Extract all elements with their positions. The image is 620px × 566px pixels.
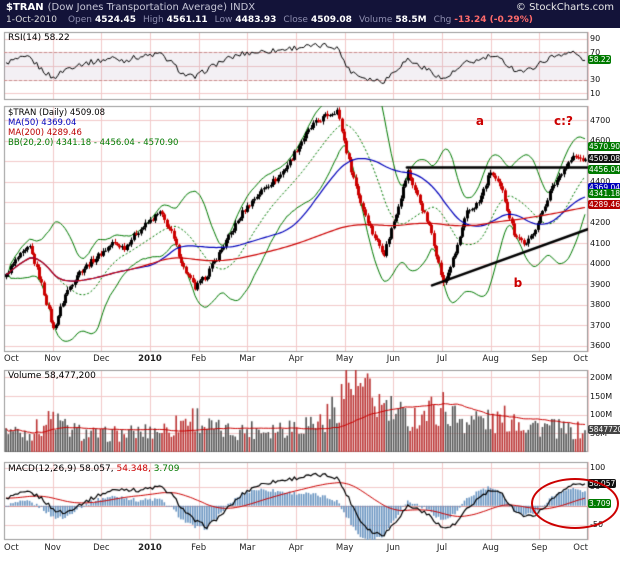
quote-row: 1-Oct-2010 Open 4524.45 High 4561.11 Low 4483.…	[6, 15, 614, 25]
low-value: 4483.93	[235, 15, 277, 25]
axis-badge: 58.22	[588, 55, 612, 65]
axis-tick: 70	[590, 47, 601, 57]
month-label: Jun	[386, 543, 400, 553]
macd-legend: MACD(12,26,9) 58.057, 54.348, 3.709	[8, 464, 179, 474]
month-label: Oct	[4, 354, 19, 364]
month-label: Feb	[191, 543, 207, 553]
month-label: Nov	[44, 354, 61, 364]
month-label: Mar	[239, 543, 256, 553]
price-legend-bb: BB(20,2.0) 4341.18 - 4456.04 - 4570.90	[8, 138, 179, 148]
axis-tick: 3600	[590, 341, 611, 351]
chart-header: $TRAN (Dow Jones Transportation Average) …	[0, 0, 620, 28]
high-label: High	[142, 15, 164, 25]
macd-legend-label: MACD(12,26,9)	[8, 464, 77, 474]
month-label: Aug	[482, 543, 499, 553]
month-label: Jul	[436, 354, 448, 364]
quote-date: 1-Oct-2010	[6, 15, 57, 25]
axis-badge: 4369.04	[588, 183, 620, 193]
copyright: © StockCharts.com	[515, 2, 614, 13]
month-label: Apr	[288, 354, 304, 364]
price-legend-ma50: MA(50) 4369.04	[8, 118, 77, 128]
axis-badge: 4341.18	[588, 188, 620, 198]
month-label: May	[335, 543, 354, 553]
month-label: Sep	[531, 543, 548, 553]
volume-label: Volume	[358, 15, 393, 25]
high-value: 4561.11	[166, 15, 208, 25]
open-value: 4524.45	[94, 15, 136, 25]
axis-badge: 58477200	[588, 425, 620, 435]
axis-tick: 3700	[590, 320, 611, 330]
volume-legend: Volume 58,477,200	[8, 371, 96, 381]
chg-value: -13.24 (-0.29%)	[454, 15, 533, 25]
axis-badge: 4570.90	[588, 141, 620, 151]
annotation-ellipse	[531, 478, 619, 529]
month-label: Oct	[573, 354, 588, 364]
close-label: Close	[283, 15, 308, 25]
axis-tick: 4100	[590, 238, 611, 248]
open-label: Open	[67, 15, 92, 25]
month-label: 2010	[138, 543, 162, 553]
month-label: Dec	[93, 354, 110, 364]
ticker-symbol: $TRAN	[6, 2, 44, 13]
month-label: Aug	[482, 354, 499, 364]
month-label: Sep	[531, 354, 548, 364]
month-label: Jun	[386, 354, 400, 364]
axis-tick: 3800	[590, 300, 611, 310]
low-label: Low	[214, 15, 233, 25]
axis-tick: 100	[590, 463, 606, 473]
month-label: Apr	[288, 543, 304, 553]
axis-tick: 10	[590, 88, 601, 98]
chg-label: Chg	[433, 15, 452, 25]
axis-tick: 4400	[590, 177, 611, 187]
month-label: Dec	[93, 543, 110, 553]
axis-tick: 4600	[590, 136, 611, 146]
price-legend-ma200: MA(200) 4289.46	[8, 128, 82, 138]
month-label: Nov	[44, 543, 61, 553]
axis-tick: 4200	[590, 218, 611, 228]
header-title-row: $TRAN (Dow Jones Transportation Average) …	[6, 2, 614, 14]
volume-value: 58.5M	[395, 15, 427, 25]
month-label: Oct	[4, 543, 19, 553]
month-label: 2010	[138, 354, 162, 364]
macd-value-signal: 54.348,	[116, 464, 151, 474]
price-legend: $TRAN (Daily) 4509.08 MA(50) 4369.04 MA(…	[8, 108, 178, 148]
month-label: Mar	[239, 354, 256, 364]
axis-tick: 30	[590, 75, 601, 85]
axis-tick: 90	[590, 34, 601, 44]
month-label: May	[335, 354, 354, 364]
price-legend-main: $TRAN (Daily) 4509.08	[8, 108, 106, 118]
month-label: Oct	[573, 543, 588, 553]
annotation-letter: a	[475, 114, 485, 129]
axis-badge: 4289.46	[588, 199, 620, 209]
axis-tick: 3900	[590, 279, 611, 289]
month-label: Feb	[191, 354, 207, 364]
axis-badge: 4456.04	[588, 165, 620, 175]
month-label: Jul	[436, 543, 448, 553]
axis-tick: 100M	[590, 410, 613, 420]
annotation-letter: c:?	[554, 114, 573, 129]
axis-tick: 4000	[590, 259, 611, 269]
ticker-name: (Dow Jones Transportation Average) INDX	[47, 2, 256, 13]
rsi-legend: RSI(14) 58.22	[8, 33, 70, 43]
axis-tick: 200M	[590, 372, 613, 382]
macd-value-line: 58.057,	[79, 464, 114, 474]
axis-tick: 150M	[590, 391, 613, 401]
macd-value-hist: 3.709	[153, 464, 180, 474]
axis-tick: 4700	[590, 115, 611, 125]
axis-badge: 4509.08	[588, 154, 620, 164]
close-value: 4509.08	[310, 15, 352, 25]
annotation-letter: b	[513, 276, 523, 291]
